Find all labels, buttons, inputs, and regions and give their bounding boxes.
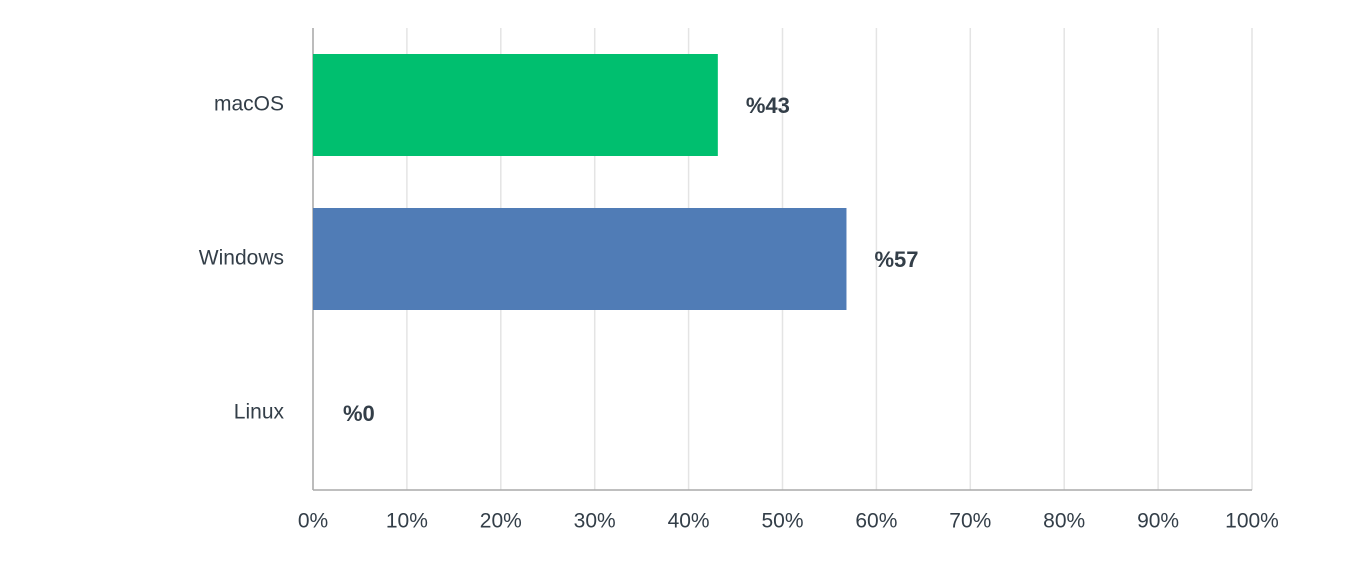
bar [313,208,847,310]
x-tick-label: 90% [1137,510,1179,533]
x-tick-label: 20% [480,510,522,533]
x-tick-label: 40% [668,510,710,533]
bar [313,54,718,156]
x-tick-label: 70% [949,510,991,533]
x-tick-label: 100% [1225,510,1279,533]
value-label: %43 [746,93,790,118]
x-tick-label: 10% [386,510,428,533]
value-label: %0 [343,401,375,426]
value-label: %57 [874,247,918,272]
x-tick-label: 50% [761,510,803,533]
x-tick-label: 60% [855,510,897,533]
y-tick-label: Windows [199,247,284,270]
x-tick-label: 0% [298,510,328,533]
y-tick-label: macOS [214,93,284,116]
x-tick-label: 80% [1043,510,1085,533]
y-tick-label: Linux [234,401,285,424]
x-tick-label: 30% [574,510,616,533]
